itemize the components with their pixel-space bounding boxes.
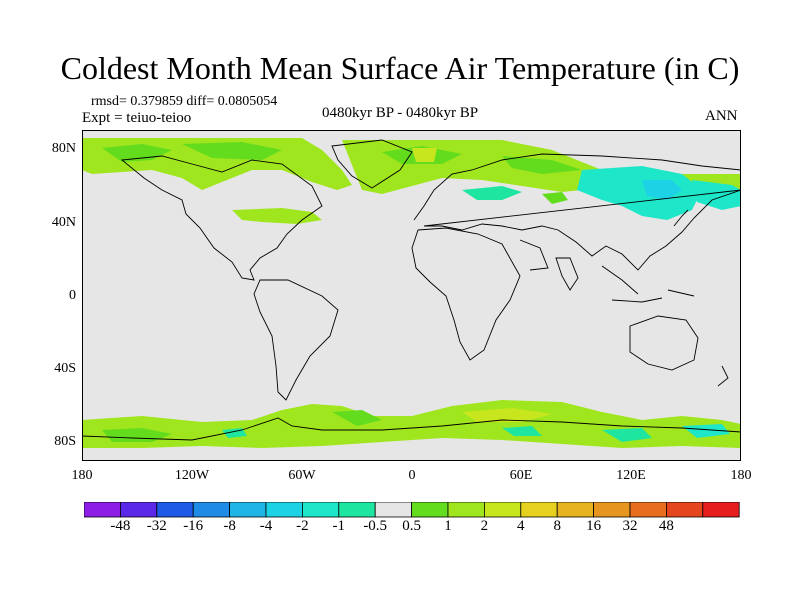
legend-swatch: [374, 502, 413, 518]
lon-label-180w: 180: [71, 468, 93, 483]
lat-label-40s: 40S: [54, 361, 76, 376]
legend-label: -0.5: [363, 518, 388, 534]
legend-label: -16: [183, 518, 204, 534]
legend-label: -1: [332, 518, 346, 534]
legend-swatch: [301, 502, 340, 518]
lat-label-equator: 0: [69, 288, 76, 303]
legend-label: 48: [658, 518, 674, 534]
legend-swatch: [593, 502, 631, 518]
legend-label: -2: [296, 518, 309, 534]
legend-label: 4: [517, 518, 525, 534]
map-title: Coldest Month Mean Surface Air Temperatu…: [60, 50, 740, 86]
legend-swatch: [156, 502, 194, 518]
legend-swatch: [447, 502, 485, 518]
legend-label: 1: [444, 518, 452, 534]
legend-label: -8: [223, 518, 236, 534]
coastlines: [81, 139, 742, 441]
northern-anomaly-field: [82, 138, 741, 224]
legend-swatch: [265, 502, 303, 518]
lon-label-60w: 60W: [288, 468, 316, 483]
legend-swatch: [666, 502, 704, 518]
color-legend: [84, 502, 740, 518]
legend-label: -32: [146, 518, 167, 534]
period-label: 0480kyr BP - 0480kyr BP: [322, 105, 479, 121]
legend-swatch: [629, 502, 667, 518]
map-canvas: [81, 130, 742, 461]
legend-label: 2: [480, 518, 489, 534]
legend-swatch: [120, 502, 158, 518]
lat-label-40n: 40N: [51, 215, 76, 230]
legend-label: 16: [586, 518, 602, 534]
lon-label-60e: 60E: [509, 468, 533, 483]
legend-swatch: [702, 502, 740, 518]
legend-swatch: [229, 502, 267, 518]
lon-label-0: 0: [408, 468, 416, 483]
legend-swatch: [84, 502, 121, 518]
map-panel: [81, 130, 742, 461]
stats-line: rmsd= 0.379859 diff= 0.0805054: [91, 94, 278, 109]
legend-swatch: [520, 502, 558, 518]
season-label: ANN: [705, 108, 738, 124]
legend-label: 32: [622, 518, 638, 534]
lon-label-180e: 180: [730, 468, 752, 483]
legend-label: -4: [259, 518, 273, 534]
map-frame: [82, 130, 741, 461]
experiment-label: Expt = teiuo-teioo: [82, 110, 192, 126]
southern-anomaly-field: [82, 400, 741, 448]
lon-label-120w: 120W: [174, 468, 210, 483]
legend-swatch: [338, 502, 376, 518]
legend-swatch: [556, 502, 595, 518]
legend-swatch: [411, 502, 449, 518]
lon-label-120e: 120E: [616, 468, 646, 483]
legend-label: 8: [553, 518, 561, 534]
legend-label: 0.5: [402, 518, 421, 534]
legend-swatch: [483, 502, 522, 518]
lat-label-80s: 80S: [54, 434, 76, 449]
legend-label: -48: [110, 518, 131, 534]
lat-label-80n: 80N: [51, 141, 76, 156]
legend-swatch: [192, 502, 230, 518]
